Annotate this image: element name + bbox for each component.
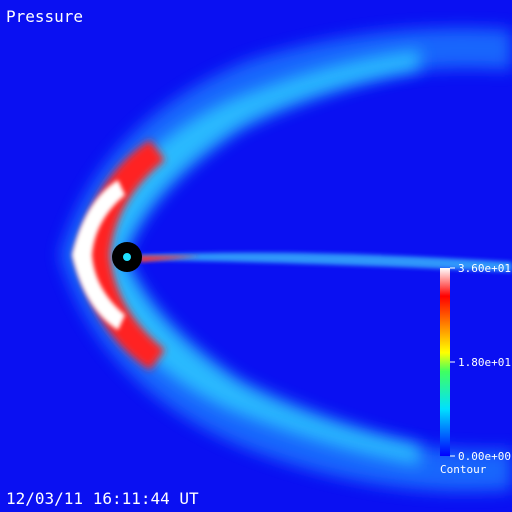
colorbar-tick-label: 3.60e+01 (458, 262, 511, 275)
pressure-field (60, 28, 512, 492)
colorbar (440, 268, 450, 456)
title: Pressure (6, 7, 83, 26)
colorbar-tick-label: 0.00e+00 (458, 450, 511, 463)
timestamp: 12/03/11 16:11:44 UT (6, 489, 199, 508)
colorbar-tick-label: 1.80e+01 (458, 356, 511, 369)
planet-core (123, 253, 131, 261)
colorbar-caption: Contour (440, 463, 487, 476)
